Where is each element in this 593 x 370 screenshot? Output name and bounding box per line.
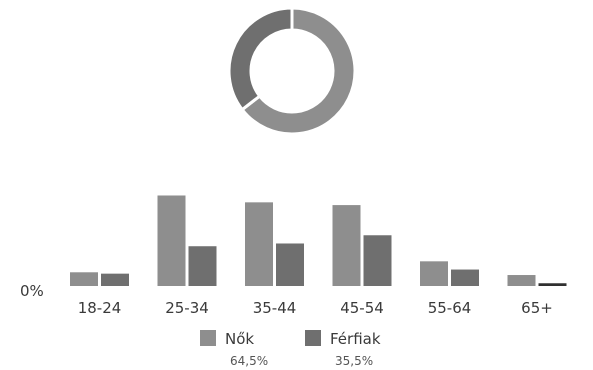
bar-women-35-44 bbox=[245, 202, 273, 286]
legend-percent-women: 64,5% bbox=[230, 354, 268, 368]
x-tick-label-55-64: 55-64 bbox=[428, 299, 472, 317]
x-tick-label-65+: 65+ bbox=[521, 299, 553, 317]
x-tick-label-18-24: 18-24 bbox=[78, 299, 122, 317]
y-axis-zero-label: 0% bbox=[20, 282, 44, 300]
x-axis-ticks: 18-24 25-34 35-44 45-54 55-64 65+ bbox=[78, 299, 553, 317]
bar-women-18-24 bbox=[70, 272, 98, 286]
bar-women-65+ bbox=[507, 275, 536, 286]
bar-chart bbox=[70, 195, 567, 286]
legend-label-men: Férfiak bbox=[330, 330, 381, 348]
donut-slice-men bbox=[227, 6, 294, 112]
legend: Nők 64,5% Férfiak 35,5% bbox=[200, 330, 381, 368]
bar-women-55-64 bbox=[420, 261, 448, 286]
donut-slice-women bbox=[240, 6, 357, 136]
legend-swatch-men bbox=[305, 330, 321, 346]
bar-men-35-44 bbox=[276, 243, 304, 286]
donut-chart bbox=[227, 6, 357, 136]
legend-swatch-women bbox=[200, 330, 216, 346]
x-tick-label-25-34: 25-34 bbox=[165, 299, 209, 317]
bar-women-45-54 bbox=[332, 205, 361, 286]
x-tick-label-45-54: 45-54 bbox=[340, 299, 384, 317]
bar-men-45-54 bbox=[363, 235, 392, 286]
bar-men-25-34 bbox=[188, 246, 217, 286]
bar-men-65+ bbox=[538, 283, 567, 286]
bar-men-18-24 bbox=[101, 273, 129, 286]
x-tick-label-35-44: 35-44 bbox=[253, 299, 297, 317]
legend-percent-men: 35,5% bbox=[335, 354, 373, 368]
bar-women-25-34 bbox=[157, 195, 186, 286]
legend-label-women: Nők bbox=[225, 330, 254, 348]
bar-men-55-64 bbox=[451, 269, 479, 286]
